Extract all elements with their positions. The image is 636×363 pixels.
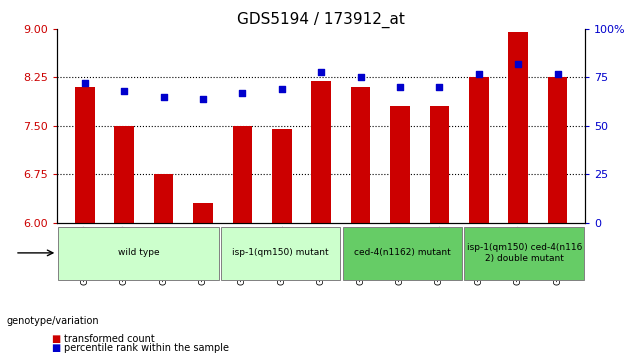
Bar xyxy=(469,77,488,223)
Text: isp-1(qm150) mutant: isp-1(qm150) mutant xyxy=(232,248,329,257)
Point xyxy=(237,90,247,96)
Text: wild type: wild type xyxy=(118,248,159,257)
Bar xyxy=(154,174,174,223)
Bar xyxy=(390,106,410,223)
FancyBboxPatch shape xyxy=(221,227,340,280)
Text: isp-1(qm150) ced-4(n116
2) double mutant: isp-1(qm150) ced-4(n116 2) double mutant xyxy=(467,243,582,262)
Bar xyxy=(508,32,528,223)
FancyBboxPatch shape xyxy=(59,227,219,280)
Point xyxy=(513,61,523,67)
Text: ■: ■ xyxy=(51,334,60,344)
Title: GDS5194 / 173912_at: GDS5194 / 173912_at xyxy=(237,12,405,28)
Bar xyxy=(429,106,449,223)
Bar xyxy=(233,126,252,223)
Bar xyxy=(75,87,95,223)
Bar xyxy=(114,126,134,223)
Point xyxy=(277,86,287,92)
Point xyxy=(119,88,129,94)
FancyBboxPatch shape xyxy=(464,227,584,280)
Bar xyxy=(350,87,370,223)
Bar xyxy=(193,203,213,223)
Text: genotype/variation: genotype/variation xyxy=(6,316,99,326)
Point xyxy=(434,84,445,90)
Text: ■: ■ xyxy=(51,343,60,354)
Text: percentile rank within the sample: percentile rank within the sample xyxy=(64,343,228,354)
Bar xyxy=(548,77,567,223)
Point xyxy=(395,84,405,90)
Bar xyxy=(312,81,331,223)
Point xyxy=(80,80,90,86)
Text: ced-4(n1162) mutant: ced-4(n1162) mutant xyxy=(354,248,451,257)
Text: transformed count: transformed count xyxy=(64,334,155,344)
Point xyxy=(553,71,563,77)
Point xyxy=(158,94,169,100)
Point xyxy=(316,69,326,74)
Bar xyxy=(272,129,292,223)
Point xyxy=(198,96,208,102)
Point xyxy=(356,74,366,80)
FancyBboxPatch shape xyxy=(343,227,462,280)
Point xyxy=(474,71,484,77)
